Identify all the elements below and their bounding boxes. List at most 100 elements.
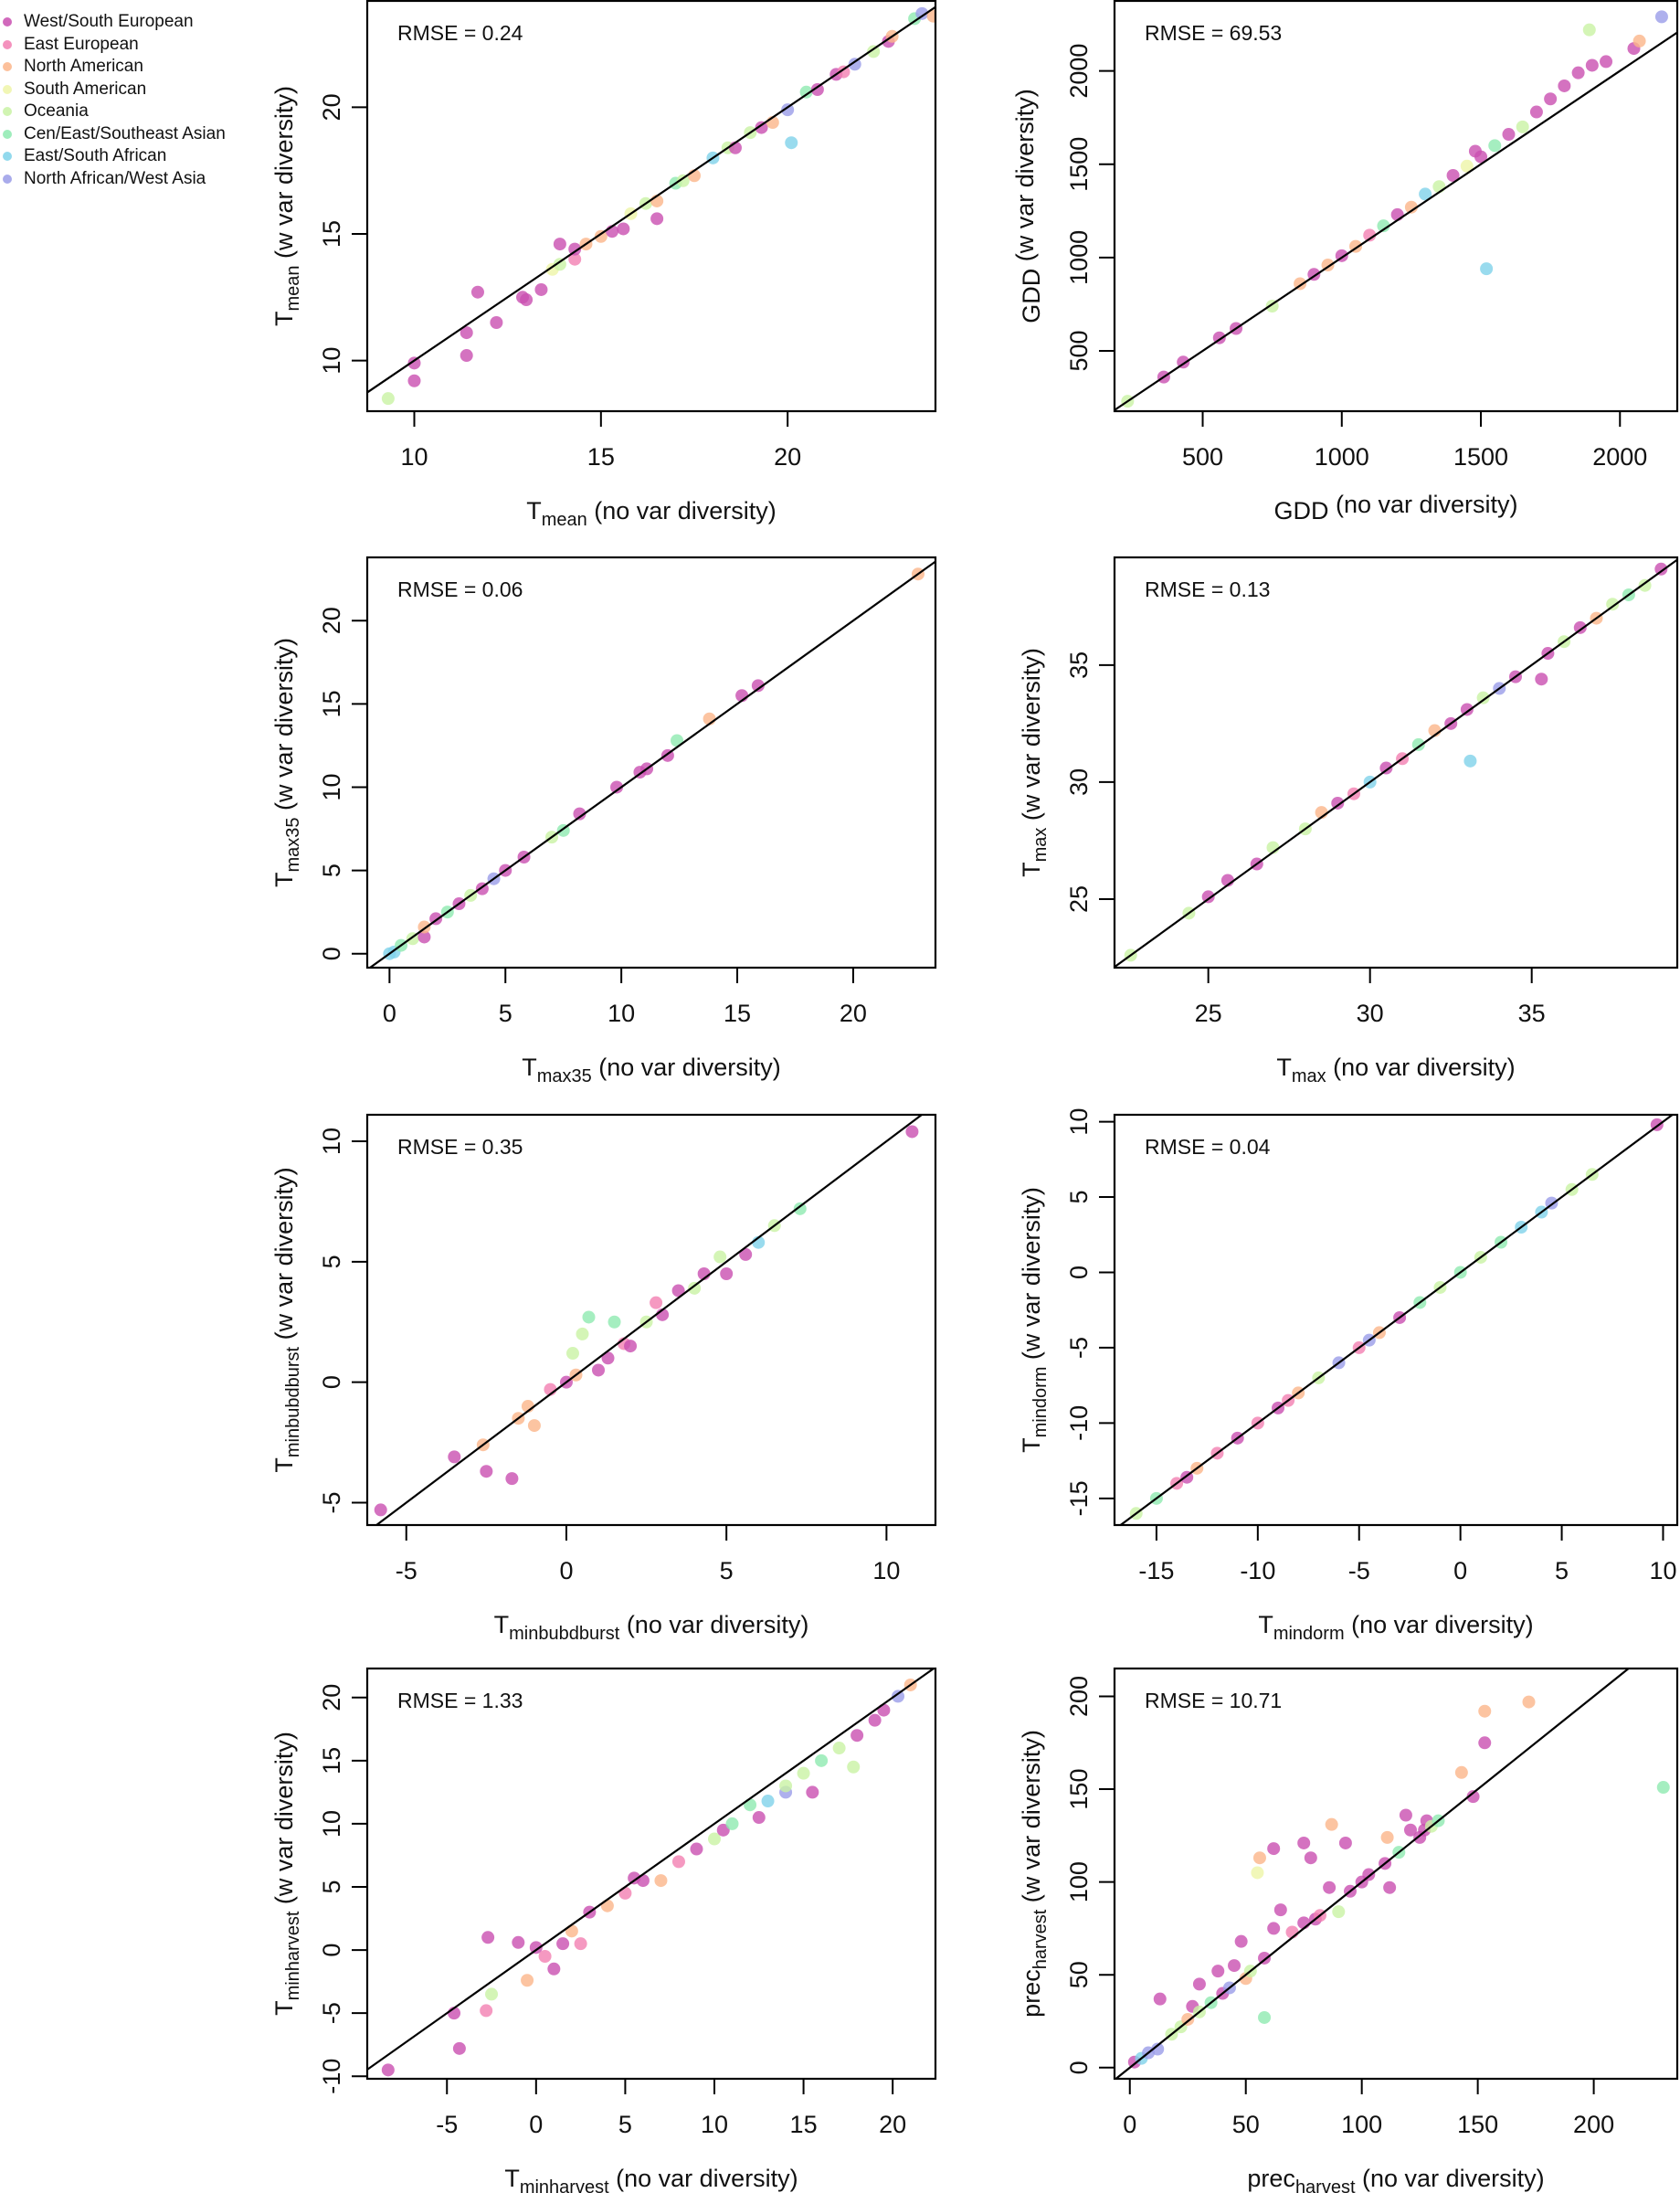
x-tick-label: 0	[529, 2111, 543, 2138]
data-point	[725, 1817, 739, 1830]
data-point	[781, 103, 795, 117]
y-tick-label: 25	[1065, 885, 1093, 913]
legend-label: North American	[24, 57, 143, 77]
data-point	[1454, 1765, 1468, 1779]
rmse-annotation: RMSE = 0.13	[1145, 577, 1270, 601]
data-point	[374, 1503, 387, 1517]
data-point	[556, 1937, 570, 1951]
data-point	[1304, 1851, 1317, 1865]
x-axis-label-suffix: (no var diversity)	[1345, 1611, 1534, 1638]
y-tick-label: 10	[318, 773, 345, 800]
x-tick-label: 25	[1195, 1000, 1222, 1027]
data-point	[505, 1472, 519, 1486]
data-point	[1273, 1903, 1287, 1917]
plot-frame	[1113, 0, 1679, 413]
data-point	[1251, 1866, 1264, 1880]
legend-item: North African/West Asia	[0, 168, 226, 191]
y-tick-label: 200	[1065, 1676, 1093, 1717]
y-tick-label: -10	[1065, 1405, 1093, 1441]
scatter-panel: 25 30 35 25 30 35 RMSE = 0.13 Tmax (no var dive…	[1018, 556, 1679, 1086]
data-point	[832, 1742, 846, 1755]
x-axis-label-suffix: (no var diversity)	[619, 1611, 808, 1638]
y-tick-label: 0	[1065, 1266, 1093, 1279]
y-axis-label-subscript: mean	[283, 265, 303, 311]
x-tick-label: 10	[872, 1557, 900, 1584]
data-point	[1411, 737, 1425, 751]
data-point	[751, 679, 765, 693]
y-axis-label-suffix: (w var diversity)	[270, 86, 298, 266]
x-tick-label: 30	[1357, 1000, 1384, 1027]
legend-label: Cen/East/Southeast Asian	[24, 123, 226, 143]
data-point	[568, 252, 582, 266]
legend-dot-icon	[3, 129, 12, 139]
data-point	[671, 1284, 685, 1298]
data-point	[553, 258, 566, 271]
x-axis-label: GDD (no var diversity)	[1273, 491, 1517, 524]
points-layer	[1121, 10, 1668, 408]
x-tick-label: 200	[1573, 2111, 1614, 2138]
data-point	[1522, 1695, 1536, 1709]
data-point	[1377, 219, 1390, 233]
x-tick-label: 15	[790, 2111, 818, 2138]
data-point	[1632, 34, 1646, 48]
y-axis-label-subscript: harvest	[1030, 1909, 1051, 1969]
data-point	[381, 392, 395, 406]
rmse-annotation: RMSE = 1.33	[397, 1689, 523, 1712]
data-point	[716, 1823, 730, 1837]
data-point	[594, 229, 608, 243]
data-point	[538, 1949, 552, 1963]
y-tick-label: 1500	[1065, 137, 1093, 192]
data-point	[867, 45, 881, 58]
data-point	[1399, 1808, 1412, 1822]
data-point	[480, 2004, 493, 2018]
data-point	[1460, 703, 1474, 716]
data-point	[707, 1832, 721, 1846]
data-point	[1234, 1934, 1248, 1948]
data-point	[470, 285, 484, 299]
data-point	[565, 1924, 578, 1938]
plot-frame	[365, 1113, 937, 1527]
points-layer	[1127, 1695, 1670, 2069]
data-point	[417, 930, 431, 944]
data-point	[407, 356, 421, 370]
y-tick-label: 20	[318, 93, 345, 121]
plot-frame	[1113, 1113, 1679, 1527]
points-layer	[381, 6, 935, 406]
rmse-annotation: RMSE = 0.04	[1145, 1135, 1271, 1159]
x-axis-label-subscript: max35	[537, 1066, 592, 1086]
x-axis-label-base: T	[526, 497, 542, 524]
data-point	[1325, 1817, 1338, 1831]
x-tick-label: -5	[396, 1557, 417, 1584]
y-axis-label-base: GDD	[1018, 269, 1045, 323]
data-point	[553, 238, 566, 251]
legend-item: East European	[0, 34, 226, 57]
y-tick-label: 10	[318, 347, 345, 375]
data-point	[810, 83, 824, 97]
legend-item: East/South African	[0, 145, 226, 168]
plot-frame	[365, 1667, 937, 2081]
legend-dot-icon	[3, 17, 12, 27]
data-point	[1571, 66, 1585, 79]
y-tick-label: 1000	[1065, 230, 1093, 285]
scatter-panel: 0 5 10 15 20 0 5 10 15 20 RMSE = 0.06 Tmax35 (no va…	[270, 556, 937, 1086]
y-tick-label: -5	[1065, 1337, 1093, 1359]
data-point	[688, 1281, 702, 1295]
data-point	[624, 1340, 638, 1353]
data-point	[1478, 1736, 1492, 1750]
one-to-one-line	[1115, 558, 1677, 968]
data-point	[1654, 10, 1668, 24]
data-point	[1654, 562, 1668, 576]
data-point	[650, 1296, 663, 1309]
data-point	[676, 174, 690, 187]
legend-label: East/South African	[24, 146, 167, 166]
data-point	[527, 1419, 541, 1433]
one-to-one-line	[1115, 31, 1677, 411]
x-axis-label-base: T	[522, 1054, 537, 1081]
data-point	[1446, 168, 1460, 182]
x-tick-label: 20	[879, 2111, 906, 2138]
y-tick-label: 15	[318, 690, 345, 717]
y-axis-label-suffix: (w var diversity)	[1018, 1730, 1045, 1910]
data-point	[381, 2063, 395, 2077]
x-axis-label-subscript: harvest	[1295, 2177, 1356, 2193]
y-axis-label-subscript: max	[1030, 828, 1051, 863]
